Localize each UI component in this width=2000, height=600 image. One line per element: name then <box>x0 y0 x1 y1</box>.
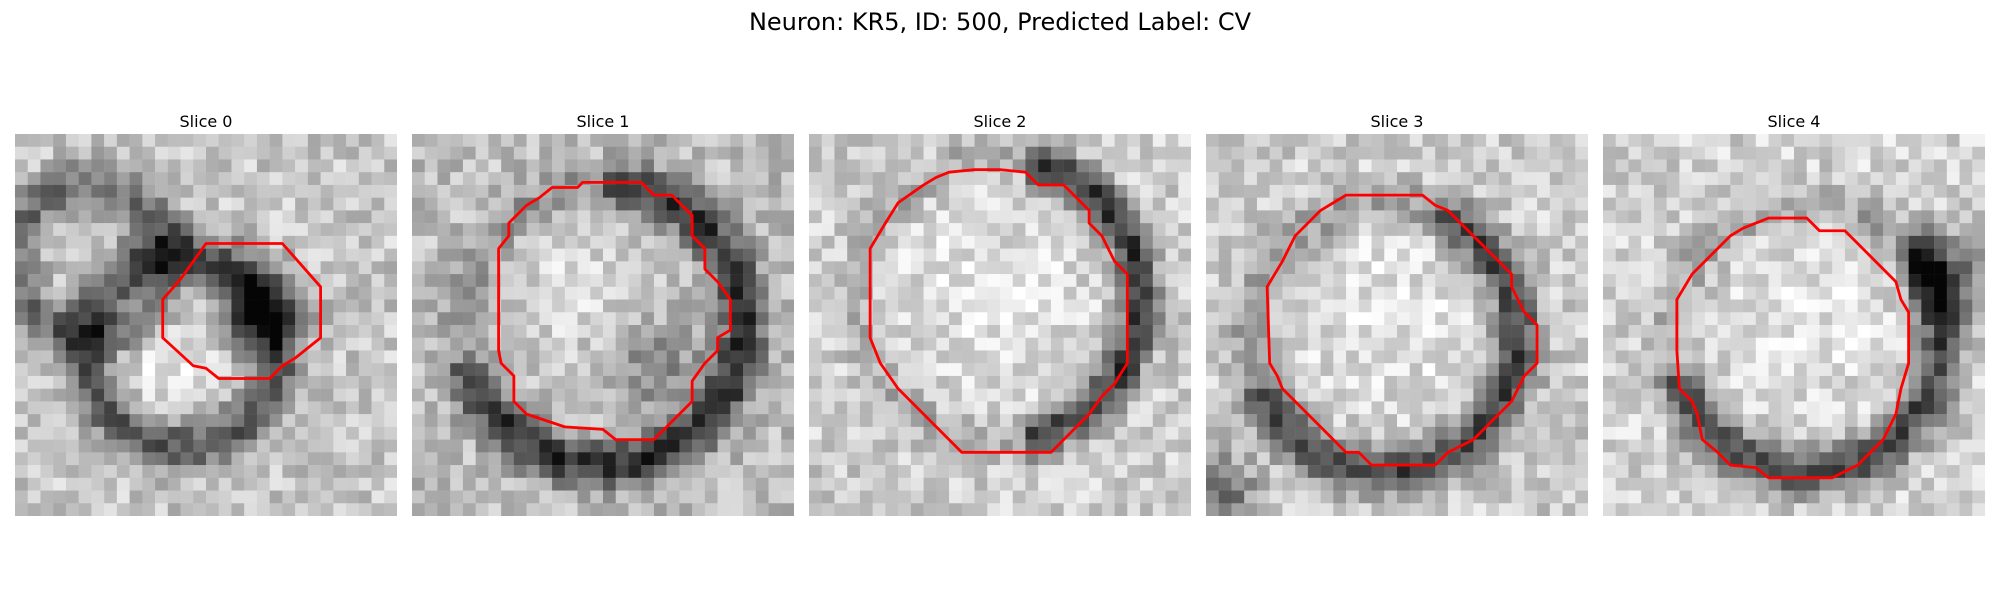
slice-title: Slice 3 <box>1206 112 1588 132</box>
slice-title: Slice 1 <box>412 112 794 132</box>
pixel-grid <box>809 134 1191 516</box>
slice-panel-2: Slice 2 <box>809 112 1191 522</box>
slice-image <box>15 134 397 516</box>
slice-image <box>412 134 794 516</box>
slice-title: Slice 2 <box>809 112 1191 132</box>
pixel-grid <box>1603 134 1985 516</box>
slice-title: Slice 4 <box>1603 112 1985 132</box>
slice-title: Slice 0 <box>15 112 397 132</box>
slice-image <box>809 134 1191 516</box>
pixel-grid <box>1206 134 1588 516</box>
slice-panel-0: Slice 0 <box>15 112 397 522</box>
slice-panel-4: Slice 4 <box>1603 112 1985 522</box>
figure-title: Neuron: KR5, ID: 500, Predicted Label: C… <box>0 6 2000 38</box>
slice-image <box>1206 134 1588 516</box>
slice-image <box>1603 134 1985 516</box>
slice-panel-3: Slice 3 <box>1206 112 1588 522</box>
pixel-grid <box>412 134 794 516</box>
pixel-grid <box>15 134 397 516</box>
slice-panel-1: Slice 1 <box>412 112 794 522</box>
